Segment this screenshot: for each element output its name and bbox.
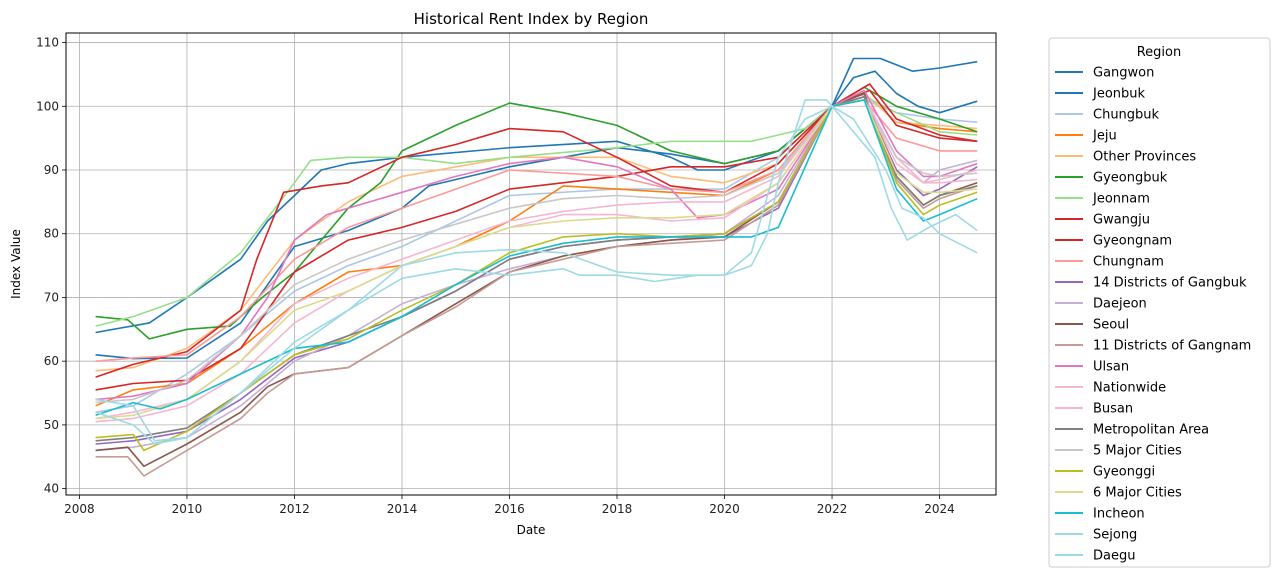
series-line-1 [95, 57, 978, 334]
x-tick-label: 2012 [279, 502, 310, 516]
x-tick-label: 2022 [817, 502, 848, 516]
legend-label: Seoul [1093, 318, 1129, 333]
series-line-5 [95, 86, 978, 340]
x-tick-label: 2010 [172, 502, 203, 516]
y-tick-label: 70 [44, 290, 59, 304]
legend-label: Nationwide [1093, 381, 1166, 396]
legend-label: Chungnam [1093, 255, 1164, 270]
y-tick-label: 90 [44, 163, 59, 177]
series-line-16 [95, 99, 978, 423]
series-line-2 [95, 99, 978, 413]
series-line-19 [95, 99, 978, 452]
series-line-11 [95, 99, 978, 452]
legend: Region Gangwon Jeonbuk Chungbuk Jeju Other P… [1048, 37, 1271, 568]
legend-label: Gyeonggi [1093, 465, 1155, 480]
plot-frame [65, 32, 997, 496]
y-tick-label: 50 [44, 418, 59, 432]
legend-label: Ulsan [1093, 360, 1129, 375]
y-tick-label: 100 [36, 99, 59, 113]
legend-label: Sejong [1093, 528, 1137, 543]
legend-label: 6 Major Cities [1093, 486, 1182, 501]
legend-items: Gangwon Jeonbuk Chungbuk Jeju Other Province… [1055, 66, 1251, 564]
series-line-23 [95, 105, 978, 445]
x-tick-label: 2018 [602, 502, 633, 516]
y-tick-label: 60 [44, 354, 59, 368]
series-line-6 [95, 92, 978, 327]
legend-label: Jeonbuk [1092, 87, 1146, 102]
y-tick-label: 80 [44, 227, 59, 241]
y-axis-label: Index Value [9, 229, 23, 299]
x-tick-label: 2008 [64, 502, 95, 516]
series-lines [95, 57, 978, 477]
legend-label: Daejeon [1093, 297, 1147, 312]
legend-title: Region [1137, 45, 1182, 60]
series-line-9 [95, 99, 978, 362]
series-line-8 [95, 89, 978, 391]
legend-label: Jeju [1092, 129, 1117, 144]
x-tick-label: 2014 [387, 502, 418, 516]
legend-label: Metropolitan Area [1093, 423, 1209, 438]
y-axis-ticks: 40 50 60 70 80 90 100 110 [36, 36, 66, 496]
legend-label: 11 Districts of Gangnam [1093, 339, 1251, 354]
x-axis-ticks: 2008 2010 2012 2014 2016 2018 2020 2022 2024 [64, 495, 955, 516]
series-line-7 [95, 83, 978, 378]
x-axis-label: Date [517, 523, 546, 537]
series-line-22 [95, 99, 978, 442]
legend-label: 14 Districts of Gangbuk [1093, 276, 1247, 291]
legend-label: Other Provinces [1093, 150, 1196, 165]
y-tick-label: 110 [36, 36, 59, 50]
legend-label: Gyeongbuk [1093, 171, 1168, 186]
x-tick-label: 2016 [494, 502, 525, 516]
legend-label: Jeonnam [1092, 192, 1150, 207]
legend-label: Chungbuk [1093, 108, 1160, 123]
legend-label: Gangwon [1093, 66, 1154, 81]
series-line-4 [95, 92, 978, 372]
series-line-12 [95, 92, 978, 468]
legend-label: Gwangju [1093, 213, 1150, 228]
y-tick-label: 40 [44, 482, 59, 496]
legend-label: Daegu [1093, 549, 1135, 564]
series-line-21 [95, 99, 978, 417]
legend-label: Incheon [1093, 507, 1145, 522]
x-tick-label: 2024 [924, 502, 955, 516]
series-line-14 [95, 89, 978, 401]
series-line-18 [95, 99, 978, 404]
x-tick-label: 2020 [709, 502, 740, 516]
legend-label: 5 Major Cities [1093, 444, 1182, 459]
chart-title: Historical Rent Index by Region [414, 10, 649, 28]
series-line-20 [95, 99, 978, 420]
legend-box [1048, 37, 1271, 568]
legend-label: Busan [1093, 402, 1133, 417]
legend-label: Gyeongnam [1093, 234, 1172, 249]
